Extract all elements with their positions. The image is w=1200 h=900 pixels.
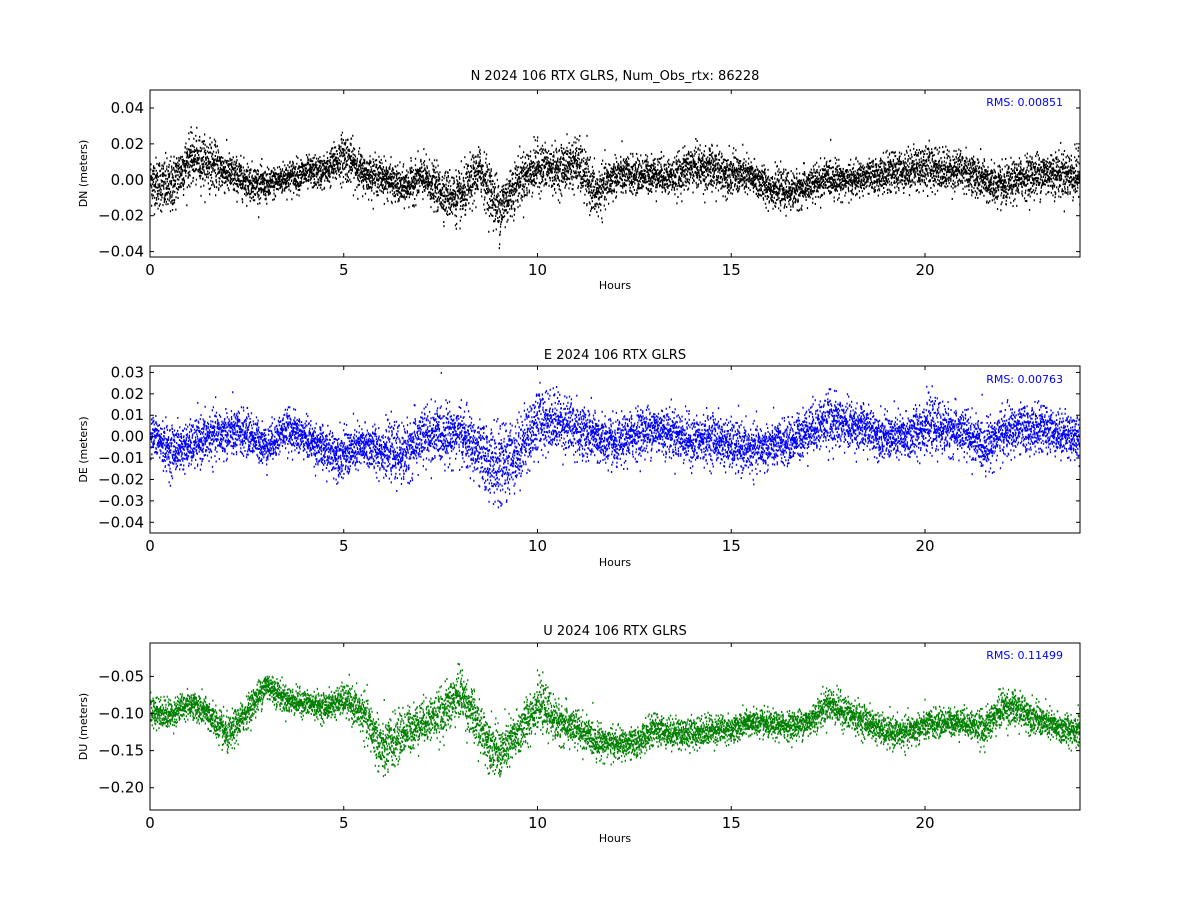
up-points <box>150 662 1080 778</box>
east-xtick-label: 10 <box>528 537 547 555</box>
east-xtick-label: 20 <box>915 537 934 555</box>
north-ytick-label: 0.00 <box>111 171 144 189</box>
east-xlabel: Hours <box>599 556 631 569</box>
up-xtick-label: 15 <box>722 814 741 832</box>
east-xtick-label: 15 <box>722 537 741 555</box>
east-xtick-label: 5 <box>339 537 349 555</box>
east-series-points <box>150 371 1080 509</box>
up-ytick-label: −0.10 <box>98 705 144 723</box>
up-xtick-label: 20 <box>915 814 934 832</box>
east-ytick-label: −0.04 <box>98 513 144 531</box>
up-series-points <box>150 662 1080 778</box>
north-rms: RMS: 0.00851 <box>986 96 1063 109</box>
up-panel: U 2024 106 RTX GLRS 0 5 10 15 20 −0.20 −0.15 −0… <box>77 624 1081 845</box>
north-ytick-label: 0.02 <box>111 135 144 153</box>
north-xlabel: Hours <box>599 279 631 292</box>
east-xtick-label: 0 <box>145 537 155 555</box>
north-xtick-label: 0 <box>145 261 155 279</box>
east-ytick-label: 0.01 <box>111 406 144 424</box>
up-xtick-label: 0 <box>145 814 155 832</box>
up-ticks: 0 5 10 15 20 −0.20 −0.15 −0.10 −0.05 <box>98 643 1080 832</box>
north-ylabel: DN (meters) <box>77 140 90 208</box>
east-ytick-label: 0.02 <box>111 385 144 403</box>
east-ytick-label: 0.00 <box>111 428 144 446</box>
east-ytick-label: 0.03 <box>111 363 144 381</box>
east-ylabel: DE (meters) <box>77 416 90 482</box>
north-ytick-label: −0.02 <box>98 207 144 225</box>
north-xtick-label: 15 <box>722 261 741 279</box>
up-xlabel: Hours <box>599 832 631 845</box>
north-panel: N 2024 106 RTX GLRS, Num_Obs_rtx: 86228 … <box>77 69 1081 292</box>
east-ytick-label: −0.01 <box>98 449 144 467</box>
north-ytick-label: 0.04 <box>111 99 144 117</box>
east-title: E 2024 106 RTX GLRS <box>544 348 686 363</box>
north-xtick-label: 20 <box>915 261 934 279</box>
up-title: U 2024 106 RTX GLRS <box>543 624 686 639</box>
up-ytick-label: −0.20 <box>98 779 144 797</box>
east-points <box>150 371 1080 509</box>
east-ticks: 0 5 10 15 20 −0.04 −0.03 −0.02 −0.01 0.00 0.01 0.02… <box>98 363 1080 555</box>
up-plot-frame <box>149 642 1081 811</box>
up-ytick-label: −0.15 <box>98 742 144 760</box>
north-ytick-label: −0.04 <box>98 243 144 261</box>
north-plot-frame <box>149 89 1081 258</box>
north-title: N 2024 106 RTX GLRS, Num_Obs_rtx: 86228 <box>471 69 760 84</box>
east-plot-frame <box>149 365 1081 534</box>
up-ylabel: DU (meters) <box>77 693 90 760</box>
up-xtick-label: 10 <box>528 814 547 832</box>
east-ytick-label: −0.03 <box>98 492 144 510</box>
up-rms: RMS: 0.11499 <box>986 649 1063 662</box>
up-xtick-label: 5 <box>339 814 349 832</box>
north-ticks: 0 5 10 15 20 −0.04 −0.02 0.00 0.02 0.04 <box>98 90 1080 279</box>
north-xtick-label: 5 <box>339 261 349 279</box>
up-ytick-label: −0.05 <box>98 667 144 685</box>
north-xtick-label: 10 <box>528 261 547 279</box>
east-ytick-label: −0.02 <box>98 470 144 488</box>
east-rms: RMS: 0.00763 <box>986 373 1063 386</box>
east-panel: E 2024 106 RTX GLRS 0 5 10 15 20 −0.04 −0.03 −0… <box>77 348 1081 569</box>
